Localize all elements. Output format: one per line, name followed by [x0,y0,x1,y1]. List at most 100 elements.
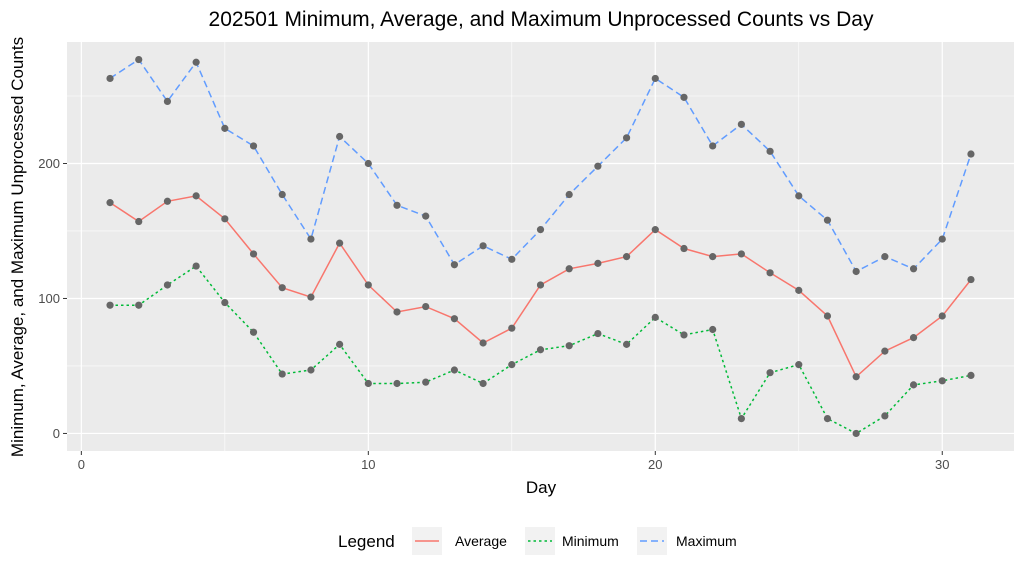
data-point-average [450,315,459,323]
data-point-average [737,250,745,258]
y-tick-label: 0 [53,426,60,441]
data-point-maximum [651,74,659,83]
data-point-minimum [422,378,430,386]
data-point-minimum [393,379,401,388]
data-point-average [135,217,143,226]
data-point-maximum [249,142,258,150]
data-point-average [709,253,717,261]
data-point-maximum [221,124,229,132]
x-axis-title: Day [526,478,557,497]
data-point-minimum [106,301,114,309]
data-point-minimum [737,415,745,423]
data-point-minimum [508,361,516,369]
data-point-average [249,250,258,258]
data-point-average [594,259,602,267]
data-point-maximum [795,192,803,200]
data-point-maximum [737,120,745,128]
data-point-maximum [967,150,975,158]
data-point-average [163,197,172,205]
data-point-average [680,244,688,253]
data-point-minimum [651,313,659,321]
data-point-maximum [192,58,200,66]
data-point-maximum [135,55,143,64]
data-point-average [336,239,344,247]
data-point-minimum [192,262,200,270]
data-point-average [565,265,573,273]
data-point-maximum [536,226,545,234]
data-point-average [622,253,631,261]
data-point-average [422,302,430,311]
data-point-average [823,312,832,320]
legend-title: Legend [338,532,395,551]
data-point-average [221,215,229,223]
data-point-minimum [364,379,372,388]
data-point-maximum [106,74,114,83]
data-point-average [967,275,975,284]
data-point-minimum [594,329,602,338]
x-tick-label: 10 [361,457,375,472]
data-point-maximum [709,142,717,150]
chart-title: 202501 Minimum, Average, and Maximum Unp… [209,8,874,31]
data-point-minimum [881,412,889,420]
data-point-maximum [422,212,430,220]
data-point-maximum [508,255,516,263]
data-point-average [766,269,774,277]
data-point-minimum [565,342,573,350]
data-point-minimum [709,325,717,334]
y-tick-label: 200 [38,156,60,171]
legend-label-maximum: Maximum [676,533,737,549]
data-point-minimum [336,340,344,348]
data-point-minimum [938,377,946,385]
data-point-average [938,312,946,320]
data-point-average [508,324,516,332]
data-point-minimum [163,281,172,289]
data-point-average [364,281,372,289]
data-point-minimum [479,379,487,388]
data-points [106,55,975,438]
data-point-maximum [766,147,774,155]
data-point-maximum [307,235,315,243]
data-point-maximum [680,93,688,101]
data-point-minimum [795,361,803,369]
data-point-maximum [450,261,459,269]
data-point-maximum [594,162,602,170]
data-point-minimum [249,328,258,336]
axis-ticks: 0 10 20 30 0 100 200 [38,156,949,472]
data-point-minimum [135,301,143,309]
data-point-maximum [881,253,889,261]
x-tick-label: 0 [78,457,85,472]
data-point-average [393,308,401,316]
data-point-minimum [766,369,774,377]
data-point-minimum [307,366,315,374]
x-tick-label: 30 [935,457,949,472]
data-point-average [479,339,487,347]
legend: Legend Average Minimum Maximum [338,527,737,555]
data-point-minimum [622,340,631,348]
data-point-minimum [967,371,975,380]
data-point-maximum [852,267,860,276]
data-point-minimum [823,415,832,423]
data-point-average [278,284,286,292]
data-point-average [536,281,545,289]
data-point-minimum [221,298,229,307]
data-point-average [909,334,918,342]
data-point-minimum [278,370,286,378]
data-point-maximum [823,216,832,224]
data-point-average [307,293,315,301]
data-point-maximum [622,134,631,142]
data-point-average [881,347,889,355]
data-point-maximum [364,159,372,168]
data-point-minimum [536,346,545,354]
data-point-average [651,226,659,234]
data-point-minimum [909,381,918,389]
y-tick-label: 100 [38,291,60,306]
data-point-average [106,199,114,207]
data-point-minimum [450,366,459,374]
data-point-minimum [680,331,688,339]
data-point-maximum [278,190,286,199]
data-point-maximum [565,190,573,199]
plot-panel [67,42,1014,451]
data-point-maximum [909,265,918,273]
data-point-minimum [852,429,860,438]
